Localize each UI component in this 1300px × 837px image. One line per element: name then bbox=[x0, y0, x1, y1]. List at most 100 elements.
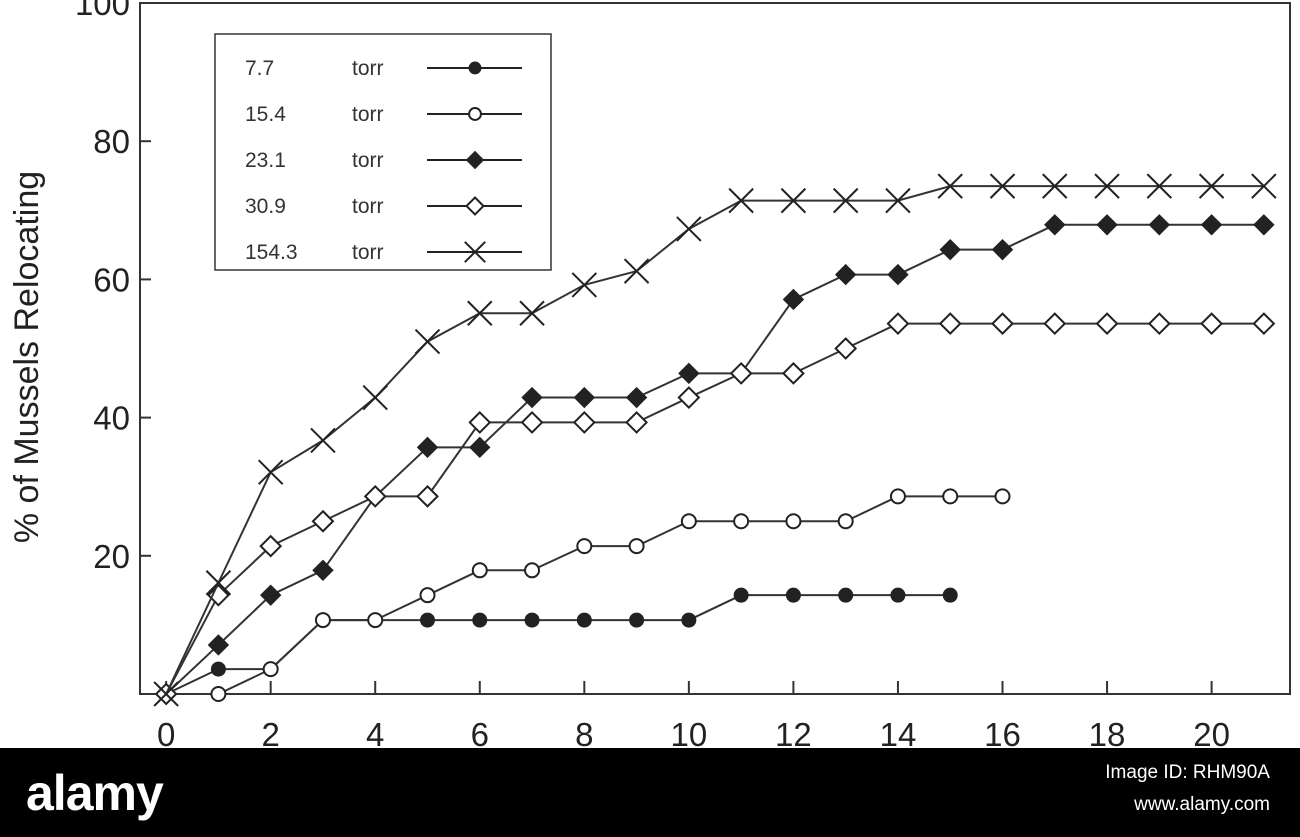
data-point-154.3 bbox=[728, 187, 754, 214]
data-point-15.4 bbox=[210, 686, 227, 702]
data-point-23.1 bbox=[939, 238, 961, 261]
x-marker-stroke bbox=[728, 187, 754, 214]
data-point-15.4 bbox=[994, 488, 1011, 505]
data-point-15.4 bbox=[314, 612, 331, 629]
legend-unit: torr bbox=[352, 195, 384, 218]
data-point-154.3 bbox=[676, 216, 702, 242]
x-marker-stroke bbox=[467, 300, 493, 326]
data-point-30.9 bbox=[886, 312, 910, 336]
series-line-23.1 bbox=[165, 223, 1264, 695]
watermark-logo: alamy bbox=[26, 765, 164, 821]
data-point-23.1 bbox=[573, 386, 596, 409]
data-point-23.1 bbox=[207, 634, 230, 656]
data-point-15.4 bbox=[367, 612, 384, 629]
legend-value-15.4: 15.4 bbox=[245, 103, 286, 126]
legend-value-30.9: 30.9 bbox=[245, 195, 286, 218]
x-tick-label: 18 bbox=[1089, 716, 1126, 748]
x-tick-label: 4 bbox=[366, 716, 384, 748]
x-marker-stroke bbox=[205, 570, 232, 596]
data-point-23.1 bbox=[1044, 214, 1066, 236]
data-point-15.4 bbox=[785, 513, 802, 530]
x-marker-stroke bbox=[519, 300, 545, 326]
legend-unit: torr bbox=[352, 241, 384, 264]
legend-value-154.3: 154.3 bbox=[245, 241, 298, 264]
data-point-15.4 bbox=[419, 587, 436, 604]
y-tick-label: 80 bbox=[93, 123, 130, 160]
data-point-154.3 bbox=[310, 427, 336, 454]
data-point-154.3 bbox=[1042, 173, 1068, 199]
data-point-23.1 bbox=[1148, 214, 1171, 236]
series-15.4 bbox=[158, 488, 1011, 702]
data-point-30.9 bbox=[1147, 312, 1171, 336]
data-point-154.3 bbox=[467, 300, 493, 326]
data-point-30.9 bbox=[677, 386, 701, 409]
data-point-23.1 bbox=[469, 436, 491, 459]
legend-box bbox=[214, 33, 552, 271]
data-point-30.9 bbox=[468, 411, 492, 434]
x-marker-stroke bbox=[571, 272, 598, 298]
series-23.1 bbox=[155, 214, 1275, 705]
data-point-15.4 bbox=[837, 513, 854, 530]
legend-marker-15.4 bbox=[468, 107, 482, 121]
data-point-23.1 bbox=[521, 386, 543, 409]
data-point-30.9 bbox=[416, 484, 439, 508]
x-marker-stroke bbox=[362, 384, 388, 411]
x-marker-stroke bbox=[464, 241, 486, 263]
legend-marker-23.1 bbox=[465, 150, 485, 170]
data-point-23.1 bbox=[312, 559, 334, 582]
data-point-23.1 bbox=[416, 436, 439, 459]
x-marker-stroke bbox=[989, 173, 1016, 199]
x-tick-label: 14 bbox=[880, 716, 917, 748]
data-point-30.9 bbox=[729, 361, 753, 385]
x-marker-stroke bbox=[1251, 173, 1277, 199]
data-point-30.9 bbox=[1252, 312, 1276, 336]
data-point-30.9 bbox=[363, 484, 387, 508]
data-point-154.3 bbox=[1146, 173, 1173, 199]
x-tick-label: 16 bbox=[984, 716, 1021, 748]
x-marker-stroke bbox=[1094, 173, 1120, 199]
data-point-30.9 bbox=[625, 411, 649, 434]
legend-unit: torr bbox=[352, 149, 384, 172]
data-point-15.4 bbox=[942, 488, 959, 505]
x-marker-stroke bbox=[257, 459, 284, 485]
data-point-154.3 bbox=[885, 187, 911, 214]
data-point-7.7 bbox=[785, 587, 801, 603]
data-point-30.9 bbox=[572, 411, 596, 434]
data-point-7.7 bbox=[420, 612, 435, 628]
series-line-30.9 bbox=[165, 322, 1264, 695]
data-point-30.9 bbox=[991, 312, 1014, 336]
y-tick-label: 100 bbox=[75, 0, 130, 22]
legend-marker-7.7 bbox=[468, 61, 482, 75]
x-marker-stroke bbox=[1042, 173, 1068, 199]
x-tick-label: 10 bbox=[671, 716, 708, 748]
data-point-7.7 bbox=[524, 612, 540, 628]
data-point-15.4 bbox=[628, 538, 645, 555]
data-point-154.3 bbox=[362, 384, 388, 411]
data-point-30.9 bbox=[938, 312, 962, 336]
data-point-154.3 bbox=[780, 187, 807, 214]
data-point-15.4 bbox=[733, 513, 750, 530]
x-tick-label: 0 bbox=[157, 716, 175, 748]
data-point-154.3 bbox=[832, 187, 859, 214]
series-30.9 bbox=[154, 312, 1276, 706]
data-point-23.1 bbox=[1096, 214, 1118, 236]
data-point-154.3 bbox=[623, 258, 650, 284]
plot-area: 20 40 60 80 100 0 2 4 6 8 10 12 14 16 18 20 bbox=[75, 0, 1291, 748]
watermark-bar: alamy Image ID: RHM90A www.alamy.com bbox=[0, 748, 1300, 837]
data-point-23.1 bbox=[1253, 214, 1275, 236]
data-point-154.3 bbox=[989, 173, 1016, 199]
legend-unit: torr bbox=[352, 103, 384, 126]
x-marker-stroke bbox=[1198, 173, 1225, 199]
data-point-23.1 bbox=[625, 386, 648, 409]
x-tick-label: 12 bbox=[775, 716, 812, 748]
y-axis-title: % of Mussels Relocating bbox=[8, 171, 46, 543]
data-point-30.9 bbox=[206, 583, 230, 607]
data-point-23.1 bbox=[887, 263, 909, 286]
x-marker-stroke bbox=[1146, 173, 1173, 199]
data-point-15.4 bbox=[680, 513, 697, 530]
data-point-30.9 bbox=[1200, 312, 1224, 336]
data-point-7.7 bbox=[472, 612, 488, 628]
data-point-23.1 bbox=[782, 288, 805, 311]
data-point-154.3 bbox=[1094, 173, 1120, 199]
series-line-154.3 bbox=[165, 185, 1264, 695]
